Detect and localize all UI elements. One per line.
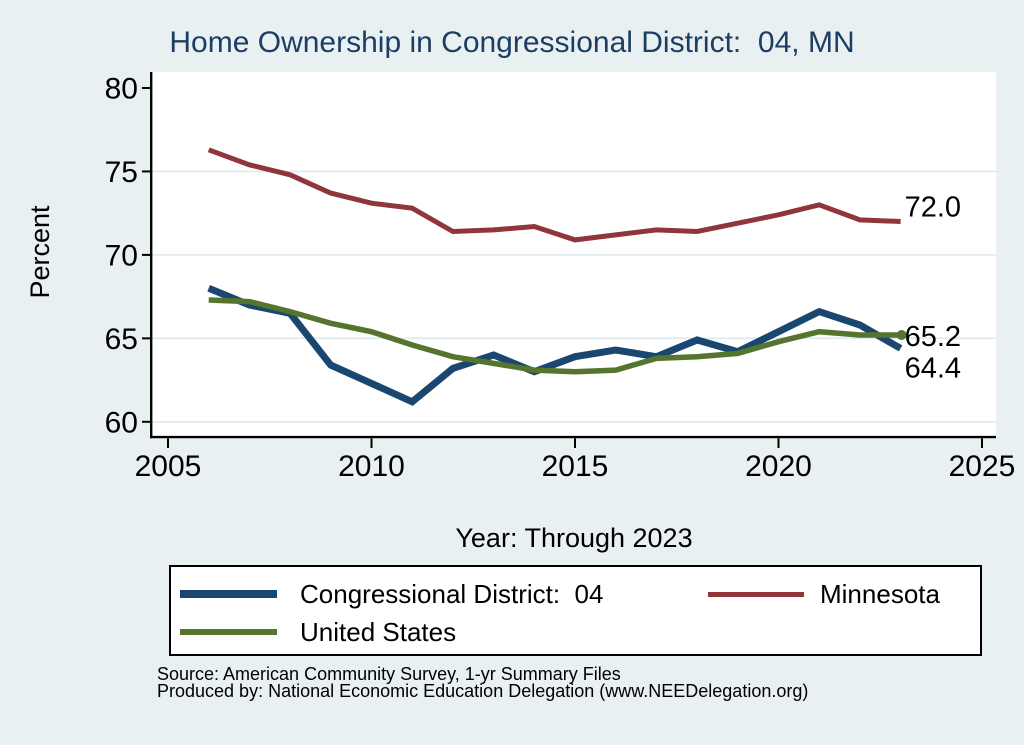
x-tick-label-2010: 2010 (338, 450, 405, 483)
legend-swatch-minnesota (708, 591, 804, 597)
gridlines (152, 170, 996, 423)
series-end-dot (896, 330, 907, 341)
y-axis-title: Percent (25, 205, 55, 299)
x-tick-label-2020: 2020 (745, 450, 812, 483)
series-line-united-states (208, 297, 901, 375)
y-tick-label-80: 80 (105, 73, 138, 106)
y-tick-label-70: 70 (105, 239, 138, 272)
x-tick-label-2015: 2015 (542, 450, 609, 483)
legend: Congressional District: 04 Minnesota Uni… (169, 565, 982, 656)
series-line-congressional-district-04 (207, 285, 903, 406)
series-line-minnesota (207, 147, 901, 243)
legend-swatch-congressional-district (180, 590, 277, 598)
legend-swatch-united-states (180, 629, 277, 635)
legend-label-minnesota: Minnesota (820, 579, 940, 609)
end-label-72.0: 72.0 (905, 192, 961, 224)
series-lines (207, 147, 907, 406)
source-note: Source: American Community Survey, 1-yr … (157, 664, 957, 701)
legend-label-congressional-district: Congressional District: 04 (300, 579, 604, 609)
x-tick-label-2005: 2005 (135, 450, 202, 483)
y-tick-label-75: 75 (105, 156, 138, 189)
produced-by-line: Produced by: National Economic Education… (157, 680, 809, 701)
chart-title: Home Ownership in Congressional District… (169, 26, 855, 59)
end-label-65.2: 65.2 (905, 321, 961, 353)
end-value-labels: 72.0 65.264.4 (905, 192, 961, 385)
end-label-64.4: 64.4 (905, 352, 961, 384)
y-tick-label-65: 65 (105, 323, 138, 356)
y-tick-label-60: 60 (105, 406, 138, 439)
axis-tick-labels: 60 65 70 75 80 2005 2010 2015 2020 2025 (105, 73, 1016, 484)
legend-label-united-states: United States (300, 617, 457, 647)
source-line: Source: American Community Survey, 1-yr … (157, 664, 621, 684)
x-tick-label-2025: 2025 (949, 450, 1016, 483)
axes (142, 72, 996, 448)
x-axis-title: Year: Through 2023 (455, 523, 693, 553)
